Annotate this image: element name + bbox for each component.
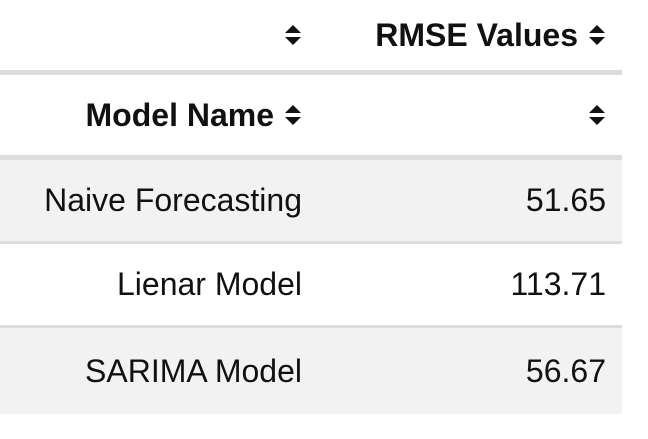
- table-row: SARIMA Model 56.67: [0, 328, 622, 414]
- table-subheader-row: Model Name: [0, 75, 622, 160]
- rmse-value-cell: 51.65: [525, 182, 606, 218]
- sort-arrows-icon[interactable]: [284, 104, 302, 126]
- header-cell-rmse-values[interactable]: RMSE Values: [318, 0, 622, 70]
- sort-arrows-icon[interactable]: [588, 104, 606, 126]
- table-row: Lienar Model 113.71: [0, 244, 622, 328]
- sort-arrows-icon[interactable]: [588, 24, 606, 46]
- model-name-cell: SARIMA Model: [85, 352, 302, 389]
- header-label-model-name: Model Name: [85, 96, 274, 133]
- header-cell-values-empty[interactable]: [318, 75, 622, 155]
- table-row: Naive Forecasting 51.65: [0, 160, 622, 244]
- header-cell-model-name[interactable]: Model Name: [0, 75, 318, 155]
- header-label-rmse-values: RMSE Values: [375, 16, 578, 53]
- rmse-value-cell: 56.67: [525, 352, 606, 389]
- rmse-value-cell: 113.71: [510, 266, 607, 302]
- model-name-cell: Naive Forecasting: [44, 182, 302, 218]
- table-header-row: RMSE Values: [0, 0, 622, 75]
- header-cell-rownames[interactable]: [0, 0, 318, 70]
- model-name-cell: Lienar Model: [117, 266, 302, 302]
- rmse-table: RMSE Values Model Name Naive Forecasting…: [0, 0, 622, 414]
- sort-arrows-icon[interactable]: [284, 24, 302, 46]
